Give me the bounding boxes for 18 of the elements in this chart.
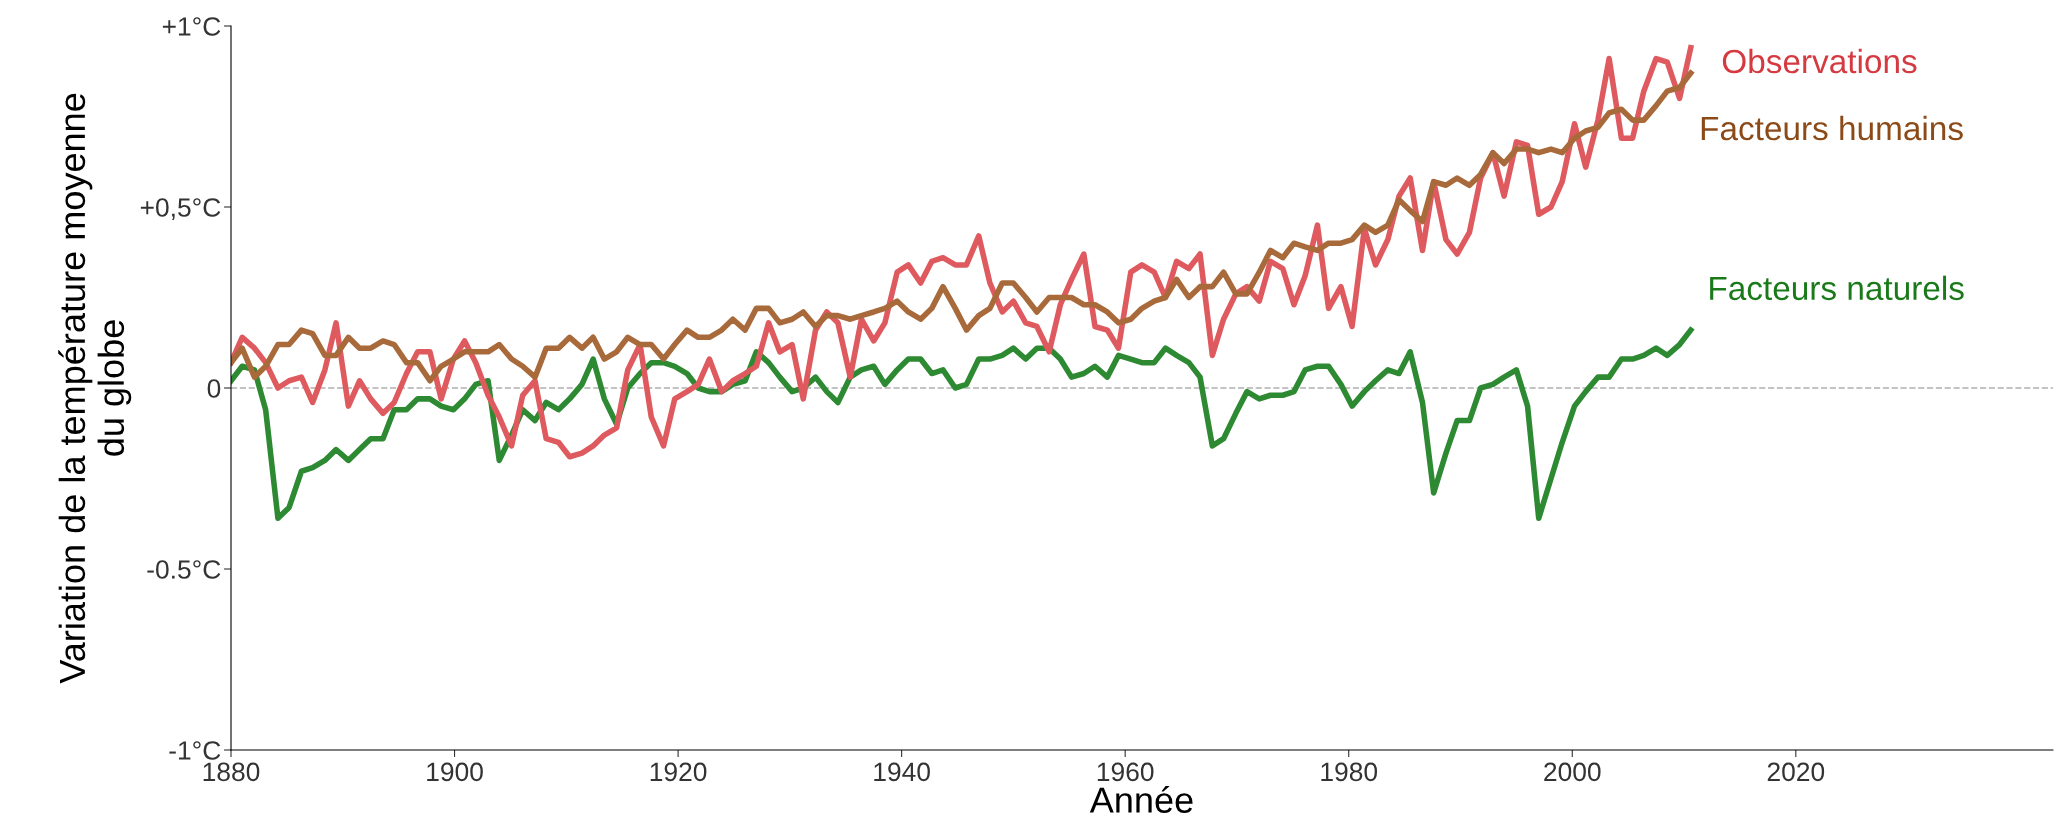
y-tick-label: -0.5°C — [147, 560, 221, 579]
x-tick-label: 1920 — [650, 762, 707, 782]
x-tick-label: 1900 — [427, 762, 483, 782]
y-tick-label: -1°C — [169, 741, 221, 760]
x-axis-title: Année — [1089, 785, 1193, 813]
series-label: Facteurs naturels — [1710, 275, 1964, 301]
x-tick-label: 2000 — [1544, 762, 1601, 782]
x-tick-label: 1880 — [203, 762, 260, 782]
y-tick-label: +1°C — [162, 17, 221, 36]
x-tick-label: 1980 — [1321, 762, 1378, 782]
series-label: Observations — [1722, 48, 1917, 74]
y-tick-label: 0 — [207, 379, 221, 398]
x-tick-label: 1960 — [1097, 762, 1154, 782]
x-tick-label: 2020 — [1767, 762, 1825, 782]
series-label: Facteurs humains — [1701, 115, 1963, 141]
y-axis-title: Variation de la température moyenne du globe — [58, 93, 132, 684]
y-tick-label: +0,5°C — [140, 198, 221, 220]
x-tick-label: 1940 — [874, 762, 930, 782]
